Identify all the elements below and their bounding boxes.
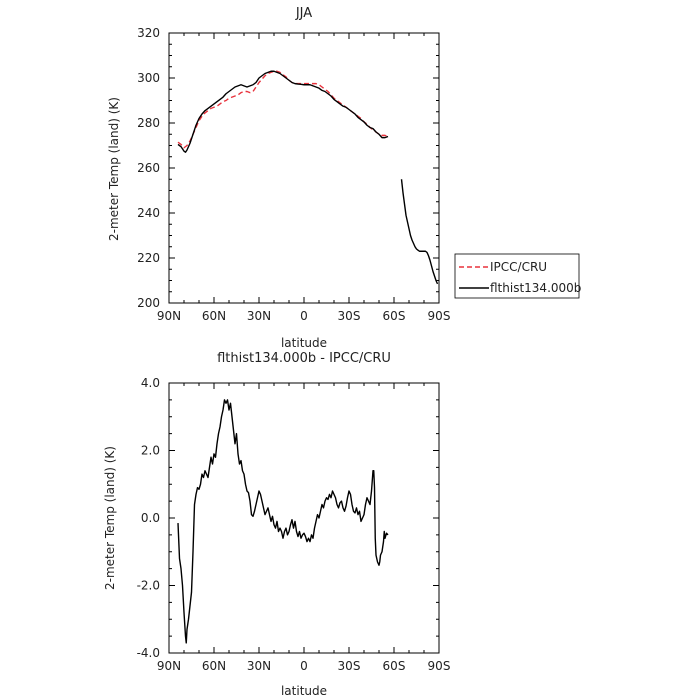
x-tick-label: 60N: [202, 659, 226, 673]
series-line-1: [177, 399, 389, 644]
legend: IPCC/CRU flthist134.000b: [454, 253, 581, 299]
chart-title: flthist134.000b - IPCC/CRU: [217, 351, 391, 366]
series-line-2: [177, 70, 389, 153]
x-tick-label: 90N: [157, 309, 181, 323]
y-tick-label: 240: [137, 206, 160, 220]
y-tick-label: 300: [137, 71, 160, 85]
x-tick-label: 60N: [202, 309, 226, 323]
y-axis-title: 2-meter Temp (land) (K): [107, 97, 121, 241]
x-tick-label: 60S: [383, 309, 406, 323]
x-tick-label: 60S: [383, 659, 406, 673]
x-axis-title: latitude: [281, 684, 327, 698]
y-tick-label: 280: [137, 116, 160, 130]
x-tick-label: 0: [300, 659, 308, 673]
x-tick-label: 30S: [338, 659, 361, 673]
chart-difference: flthist134.000b - IPCC/CRU 90N 60N 30N 0 30S…: [103, 351, 450, 698]
plot-area: 90N 60N 30N 0 30S 60S 90S -4.0 -2.0 0.0 2.0 4.0: [137, 376, 451, 673]
chart-temperature: JJA 90N 60N 30N 0 30S 60S 90S 200 220 240 260 280 30…: [107, 6, 581, 350]
y-tick-label: -2.0: [137, 579, 160, 593]
legend-label-flthist: flthist134.000b: [490, 281, 581, 295]
x-tick-label: 90S: [428, 309, 451, 323]
legend-label-ipcc-cru: IPCC/CRU: [490, 260, 547, 274]
chart-title: JJA: [295, 6, 312, 21]
legend-box: [454, 253, 580, 299]
y-tick-label: 0.0: [141, 511, 160, 525]
y-tick-label: 4.0: [141, 376, 160, 390]
y-tick-label: 320: [137, 26, 160, 40]
y-tick-label: 220: [137, 251, 160, 265]
x-tick-label: 90N: [157, 659, 181, 673]
x-tick-label: 30N: [247, 309, 271, 323]
plot-area: 90N 60N 30N 0 30S 60S 90S 200 220 240 260 280 300 320: [137, 26, 450, 323]
plot-frame: [168, 382, 440, 654]
y-tick-label: 200: [137, 296, 160, 310]
y-tick-label: -4.0: [137, 646, 160, 660]
x-tick-label: 30N: [247, 659, 271, 673]
y-tick-label: 2.0: [141, 444, 160, 458]
plot-frame: [168, 32, 440, 304]
x-axis-title: latitude: [281, 336, 327, 350]
series-line-1: [177, 70, 389, 149]
series-line-2: [400, 179, 439, 285]
x-tick-label: 90S: [428, 659, 451, 673]
y-tick-label: 260: [137, 161, 160, 175]
y-axis-title: 2-meter Temp (land) (K): [103, 446, 117, 590]
x-tick-label: 30S: [338, 309, 361, 323]
x-tick-label: 0: [300, 309, 308, 323]
